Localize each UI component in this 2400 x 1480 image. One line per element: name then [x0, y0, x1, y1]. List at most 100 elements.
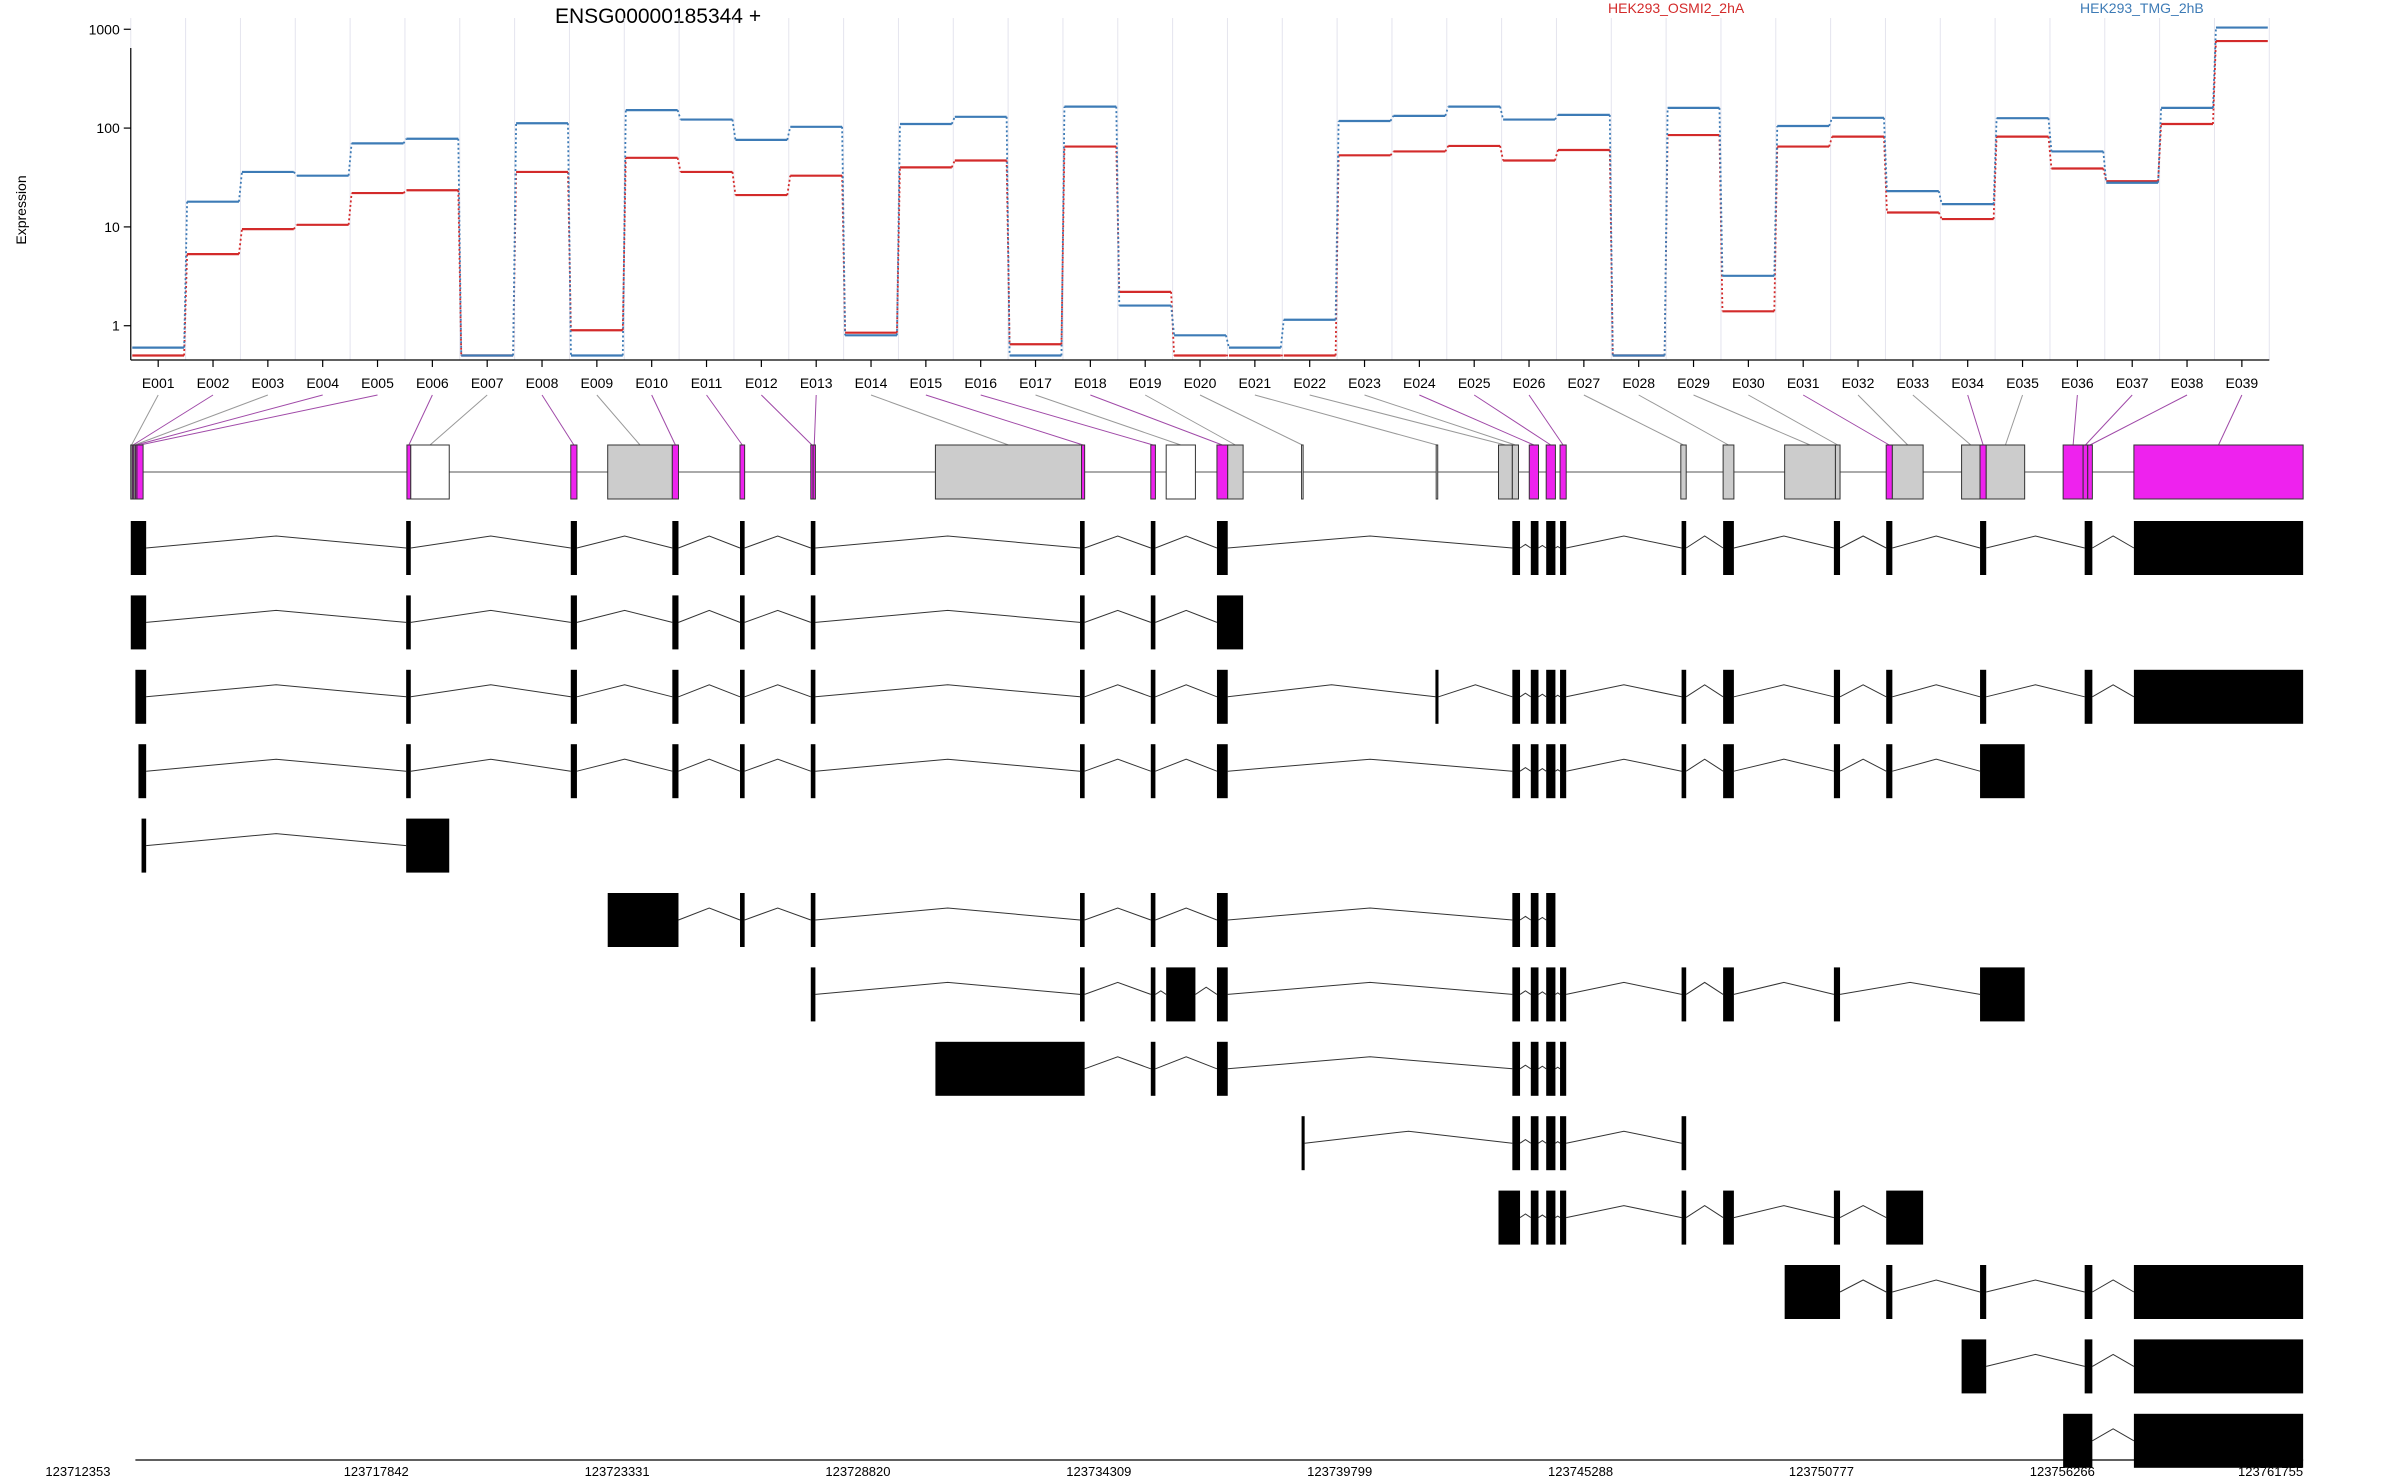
transcript-exon — [1784, 1265, 1841, 1319]
transcript-exon — [570, 744, 577, 799]
data-connector — [1005, 116, 1011, 356]
intron-line — [1986, 1353, 2085, 1367]
intron-line — [815, 609, 1081, 623]
transcript-exon — [2133, 1339, 2304, 1394]
intron-line — [1538, 544, 1547, 549]
transcript-exon — [935, 1041, 1085, 1096]
transcript-exon — [2063, 1413, 2093, 1468]
data-connector — [1389, 150, 1395, 156]
transcript-exon — [406, 595, 411, 650]
bin-connector — [1364, 394, 1516, 446]
transcript-exon — [1150, 893, 1156, 947]
transcript-exon — [1560, 744, 1567, 799]
intron-line — [1733, 758, 1835, 772]
data-connector — [1937, 212, 1943, 220]
exon-bin-box — [410, 444, 450, 500]
intron-line — [1986, 1279, 2085, 1293]
exon-bin-label: E010 — [635, 375, 668, 391]
intron-line — [1084, 758, 1151, 772]
transcript-exon — [1530, 893, 1539, 947]
transcript-exon — [810, 595, 816, 650]
intron-line — [576, 758, 673, 772]
intron-line — [1566, 684, 1682, 698]
intron-line — [1555, 992, 1561, 995]
transcript-exon — [141, 818, 147, 873]
transcript-exon — [1512, 744, 1521, 799]
transcript-exon — [138, 744, 147, 799]
intron-line — [576, 609, 673, 623]
transcript-exon — [1530, 1116, 1539, 1171]
bin-connector — [136, 394, 323, 446]
intron-line — [576, 535, 673, 549]
exon-bin-label: E021 — [1239, 375, 1272, 391]
data-connector — [676, 109, 682, 120]
data-connector — [1389, 115, 1395, 122]
transcript-10 — [1498, 1190, 1924, 1245]
data-connector — [950, 160, 956, 168]
transcript-exon — [1150, 967, 1156, 1022]
transcript-exon — [1833, 744, 1841, 799]
intron-line — [1733, 535, 1835, 549]
bin-connector — [1638, 394, 1729, 446]
transcript-13 — [2063, 1413, 2304, 1468]
intron-line — [1195, 986, 1218, 995]
transcript-exon — [810, 744, 816, 799]
data-connector — [1115, 106, 1121, 306]
intron-line — [2092, 1428, 2135, 1442]
bin-connector — [1144, 394, 1236, 446]
bin-connector — [706, 394, 743, 446]
transcript-exon — [1512, 1041, 1521, 1096]
transcript-exon — [1886, 521, 1893, 575]
exon-bin-box — [739, 444, 746, 500]
intron-line — [1892, 535, 1981, 549]
intron-line — [1155, 684, 1218, 698]
transcript-2 — [130, 595, 1244, 650]
transcript-exon — [406, 669, 411, 724]
exon-bin-box — [1528, 444, 1540, 500]
transcript-5 — [141, 818, 450, 873]
transcript-exon — [130, 595, 147, 650]
transcript-exon — [1301, 1116, 1305, 1171]
bin-connector — [1967, 394, 1984, 446]
intron-line — [1155, 609, 1218, 623]
transcript-exon — [740, 893, 745, 947]
transcript-exon — [1080, 744, 1085, 799]
transcript-exon — [810, 967, 816, 1022]
exon-bin-label: E030 — [1732, 375, 1765, 391]
intron-line — [2092, 1353, 2135, 1367]
data-connector — [457, 190, 463, 356]
transcript-exon — [1560, 669, 1567, 724]
bin-connector — [761, 394, 813, 446]
exon-bin-box — [1885, 444, 1893, 500]
exon-bin-box — [2062, 444, 2084, 500]
intron-line — [815, 684, 1081, 698]
exon-bin-box — [2133, 444, 2304, 500]
transcript-11 — [1784, 1265, 2304, 1319]
transcript-exon — [1150, 595, 1156, 650]
transcript-exon — [1530, 1190, 1539, 1245]
intron-line — [1519, 1213, 1532, 1219]
bin-connector — [1857, 394, 1909, 446]
intron-line — [1892, 684, 1981, 698]
series-2 — [132, 26, 2268, 357]
exon-bin-label: E022 — [1293, 375, 1326, 391]
bin-connector — [131, 394, 159, 446]
data-connector — [347, 143, 353, 176]
legend-label-series-1: HEK293_OSMI2_2hA — [1608, 0, 1745, 16]
transcript-exon — [1150, 521, 1156, 575]
exon-bin-label: E026 — [1513, 375, 1546, 391]
intron-line — [1892, 1279, 1981, 1293]
intron-line — [1685, 758, 1724, 772]
intron-line — [1566, 1130, 1682, 1144]
intron-line — [744, 609, 811, 623]
exon-bin-box — [1497, 444, 1513, 500]
transcript-exon — [570, 595, 577, 650]
intron-line — [744, 535, 811, 549]
exon-bin-box — [607, 444, 673, 500]
transcript-exon — [1980, 1265, 1987, 1319]
bin-connector — [132, 394, 214, 446]
bin-connector — [1090, 394, 1223, 446]
transcript-exon — [1886, 1265, 1893, 1319]
transcript-exon — [1723, 1190, 1734, 1245]
exon-bin-label: E014 — [855, 375, 888, 391]
